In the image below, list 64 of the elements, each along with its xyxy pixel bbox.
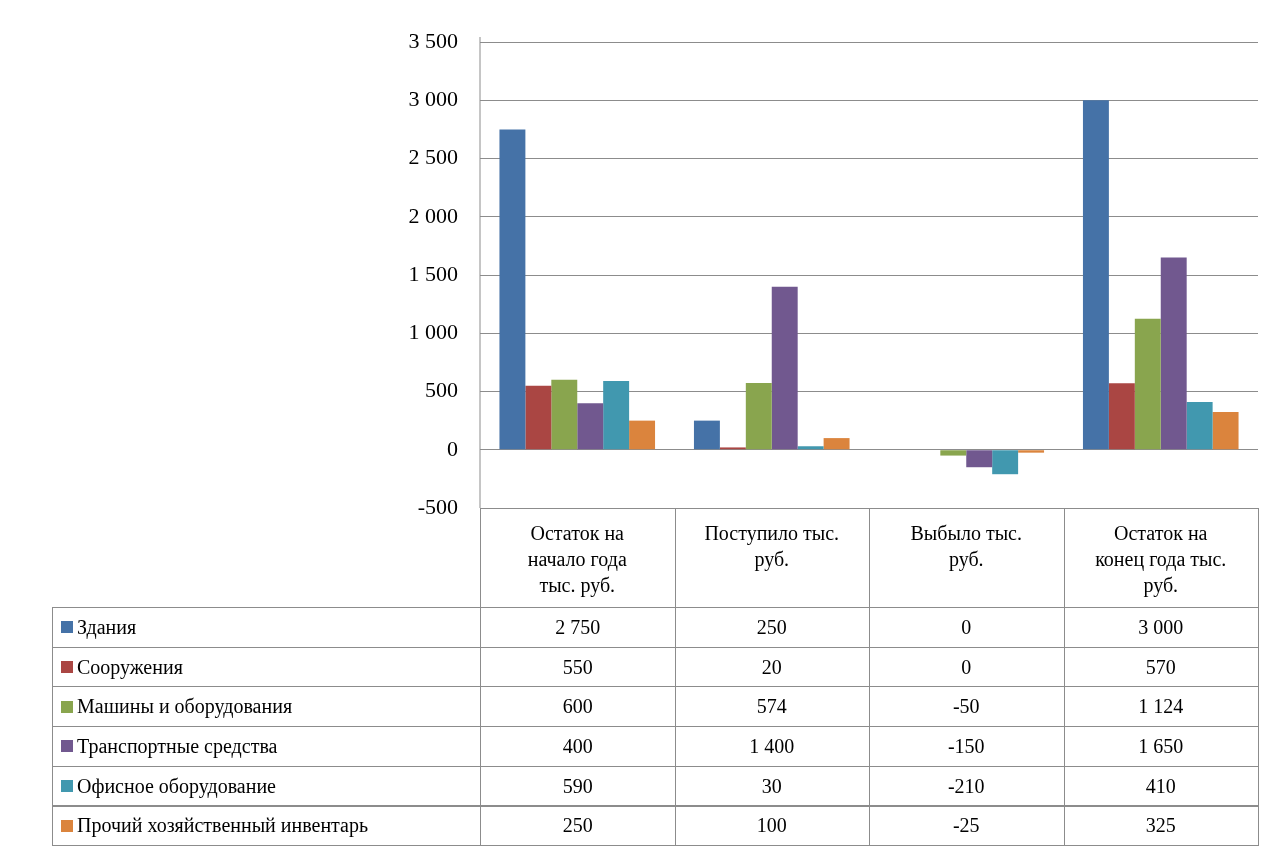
data-label: 0 xyxy=(869,607,1065,648)
legend-label: Транспортные средства xyxy=(77,734,278,758)
data-label: 550 xyxy=(480,646,676,688)
bar xyxy=(693,420,720,450)
y-tick-label: 3 000 xyxy=(408,86,458,112)
data-label: -150 xyxy=(869,726,1065,767)
data-label: -210 xyxy=(869,765,1065,807)
bar xyxy=(797,446,824,450)
x-tick-label: Остаток на конец года тыс. руб. xyxy=(1095,522,1227,598)
data-label: 400 xyxy=(480,726,676,767)
y-tick-label: 1 500 xyxy=(408,260,458,286)
data-label: 100 xyxy=(674,805,870,847)
bar xyxy=(603,381,630,450)
data-label: 1 400 xyxy=(674,726,870,767)
data-label: 250 xyxy=(674,607,870,648)
bar xyxy=(551,379,578,450)
y-tick-label: 0 xyxy=(447,435,458,461)
bar xyxy=(1186,401,1213,450)
bar xyxy=(771,286,798,450)
bar xyxy=(629,420,656,450)
data-label: -25 xyxy=(869,805,1065,847)
bar xyxy=(992,450,1019,475)
bar xyxy=(1212,411,1239,450)
legend-label: Здания xyxy=(77,615,137,639)
legend-label: Прочий хозяйственный инвентарь xyxy=(77,814,369,838)
data-label: 0 xyxy=(869,646,1065,688)
bar xyxy=(823,438,850,450)
data-label: 1 124 xyxy=(1063,686,1259,728)
bar xyxy=(577,403,604,450)
data-label: 2 750 xyxy=(480,607,676,648)
data-label: 250 xyxy=(480,805,676,847)
bar xyxy=(966,450,993,468)
bar xyxy=(525,385,552,450)
y-tick-label: 3 500 xyxy=(408,27,458,53)
data-label: 325 xyxy=(1063,805,1259,847)
y-tick-label: 2 000 xyxy=(408,202,458,228)
data-label: 3 000 xyxy=(1063,607,1259,648)
bar xyxy=(745,382,772,450)
x-tick-label: Остаток на начало года тыс. руб. xyxy=(527,522,627,598)
data-label: 30 xyxy=(674,765,870,807)
legend-label: Сооружения xyxy=(77,655,183,679)
y-tick-label: 500 xyxy=(425,377,458,403)
data-label: 590 xyxy=(480,765,676,807)
data-label: 574 xyxy=(674,686,870,728)
bar xyxy=(1134,318,1161,450)
data-label: 20 xyxy=(674,646,870,688)
bar xyxy=(1108,383,1135,450)
data-label: 600 xyxy=(480,686,676,728)
x-tick-label: Поступило тыс. руб. xyxy=(704,522,840,572)
data-label: 1 650 xyxy=(1063,726,1259,767)
y-tick-label: 1 000 xyxy=(408,319,458,345)
data-label: 570 xyxy=(1063,646,1259,688)
bar xyxy=(1160,257,1187,450)
y-tick-label: -500 xyxy=(417,493,458,519)
x-tick-label: Выбыло тыс. руб. xyxy=(910,522,1022,572)
bar xyxy=(940,450,967,456)
y-tick-label: 2 500 xyxy=(408,144,458,170)
legend-label: Машины и оборудования xyxy=(77,695,293,719)
bar xyxy=(499,129,526,450)
legend-label: Офисное оборудование xyxy=(77,774,276,798)
bar xyxy=(1018,450,1045,453)
bar xyxy=(1082,100,1109,450)
data-label: 410 xyxy=(1063,765,1259,807)
data-label: -50 xyxy=(869,686,1065,728)
